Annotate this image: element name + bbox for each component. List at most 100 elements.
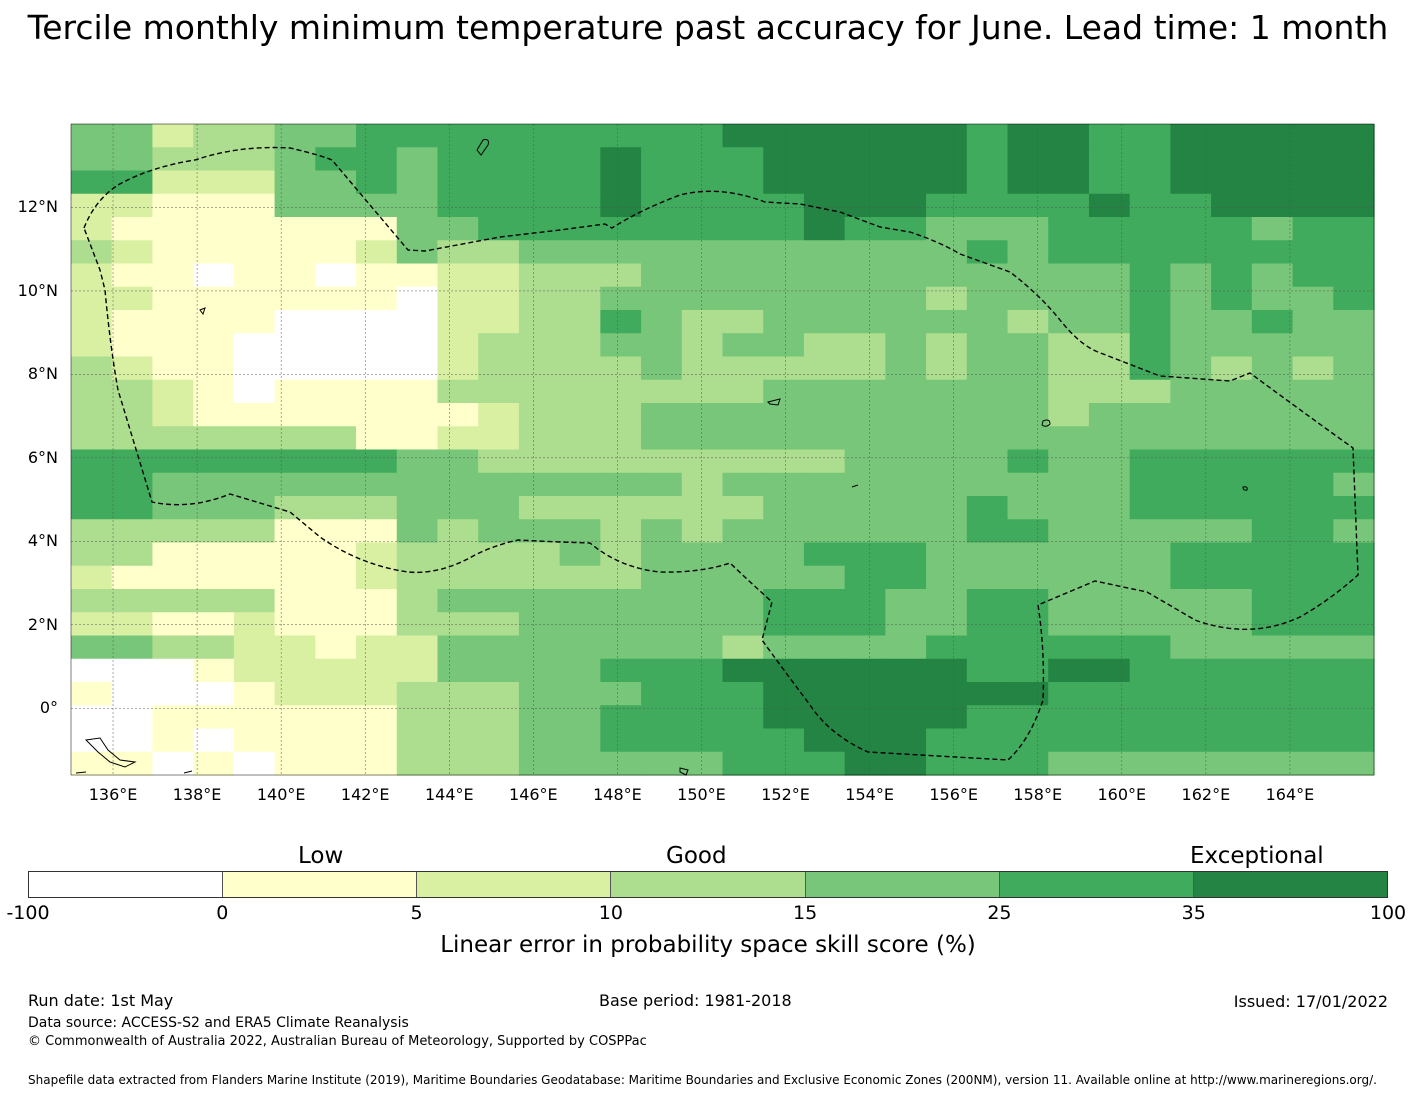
grid-cell xyxy=(1333,682,1375,706)
grid-cell xyxy=(1292,170,1334,195)
grid-cell xyxy=(1007,147,1049,172)
grid-cell xyxy=(396,519,439,544)
grid-cell xyxy=(1129,658,1172,683)
grid-cell xyxy=(885,170,927,195)
grid-cell xyxy=(844,728,886,753)
grid-cell xyxy=(1088,472,1131,497)
grid-cell xyxy=(478,565,520,590)
grid-cell xyxy=(641,170,683,195)
grid-cell xyxy=(600,379,642,404)
lon-label: 164°E xyxy=(1265,785,1315,804)
grid-cell xyxy=(1048,519,1090,544)
grid-cell xyxy=(152,589,194,613)
grid-cell xyxy=(722,263,764,288)
grid-cell xyxy=(1088,519,1131,544)
grid-cell xyxy=(1007,542,1049,567)
grid-cell xyxy=(600,310,642,334)
grid-cell xyxy=(111,682,154,706)
grid-cell xyxy=(315,449,357,474)
grid-cell xyxy=(518,519,561,544)
legend-tick-label: 0 xyxy=(216,902,229,924)
grid-cell xyxy=(478,519,520,544)
grid-cell xyxy=(233,124,276,148)
grid-cell xyxy=(559,193,601,218)
grid-cell xyxy=(1292,426,1334,451)
grid-cell xyxy=(722,472,764,497)
grid-cell xyxy=(1007,635,1049,660)
grid-cell xyxy=(71,426,113,451)
grid-cell xyxy=(1211,217,1253,241)
grid-cell xyxy=(803,449,846,474)
grid-cell xyxy=(1211,728,1253,753)
grid-cell xyxy=(1170,542,1212,567)
grid-cell xyxy=(233,565,276,590)
grid-cell xyxy=(1129,612,1172,637)
grid-cell xyxy=(396,565,439,590)
grid-cell xyxy=(1251,193,1294,218)
grid-cell xyxy=(1333,728,1375,753)
grid-cell xyxy=(844,124,886,148)
grid-cell xyxy=(1088,565,1131,590)
grid-cell xyxy=(315,565,357,590)
grid-cell xyxy=(152,635,194,660)
grid-cell xyxy=(518,565,561,590)
grid-cell xyxy=(1251,403,1294,427)
grid-cell xyxy=(396,240,439,265)
grid-cell xyxy=(315,124,357,148)
grid-cell xyxy=(681,612,724,637)
grid-cell xyxy=(559,751,601,776)
grid-cell xyxy=(478,379,520,404)
grid-cell xyxy=(641,728,683,753)
grid-cell xyxy=(966,170,1009,195)
grid-cell xyxy=(111,519,154,544)
grid-cell xyxy=(1170,170,1212,195)
grid-cell xyxy=(1211,193,1253,218)
grid-cell xyxy=(681,426,724,451)
base-period: Base period: 1981-2018 xyxy=(599,991,792,1010)
grid-cell xyxy=(600,403,642,427)
grid-cell xyxy=(885,542,927,567)
grid-cell xyxy=(1251,124,1294,148)
grid-cell xyxy=(1129,682,1172,706)
grid-cell xyxy=(1088,682,1131,706)
grid-cell xyxy=(152,728,194,753)
grid-cell xyxy=(1170,589,1212,613)
grid-cell xyxy=(437,751,479,776)
grid-cell xyxy=(1333,705,1375,730)
grid-cell xyxy=(559,682,601,706)
grid-cell xyxy=(803,403,846,427)
legend-tick-label: 5 xyxy=(410,902,423,924)
grid-cell xyxy=(966,124,1009,148)
grid-cell xyxy=(681,124,724,148)
grid-cell xyxy=(396,217,439,241)
grid-cell xyxy=(152,658,194,683)
grid-cell xyxy=(885,124,927,148)
grid-cell xyxy=(1333,751,1375,776)
grid-cell xyxy=(559,658,601,683)
grid-cell xyxy=(71,379,113,404)
grid-cell xyxy=(193,217,235,241)
grid-cell xyxy=(722,728,764,753)
grid-cell xyxy=(803,217,846,241)
grid-cell xyxy=(1211,356,1253,381)
grid-cell xyxy=(1048,379,1090,404)
grid-cell xyxy=(233,217,276,241)
grid-cell xyxy=(1251,542,1294,567)
grid-cell xyxy=(926,542,968,567)
grid-cell xyxy=(559,356,601,381)
grid-cell xyxy=(1211,472,1253,497)
grid-cell xyxy=(437,705,479,730)
grid-cell xyxy=(763,542,805,567)
grid-cell xyxy=(1251,240,1294,265)
grid-cell xyxy=(396,589,439,613)
grid-cell xyxy=(233,449,276,474)
grid-cell xyxy=(803,658,846,683)
grid-cell xyxy=(478,356,520,381)
grid-cell xyxy=(437,333,479,358)
grid-cell xyxy=(193,472,235,497)
grid-cell xyxy=(641,310,683,334)
grid-cell xyxy=(763,403,805,427)
grid-cell xyxy=(1211,124,1253,148)
grid-cell xyxy=(844,379,886,404)
grid-cell xyxy=(233,519,276,544)
